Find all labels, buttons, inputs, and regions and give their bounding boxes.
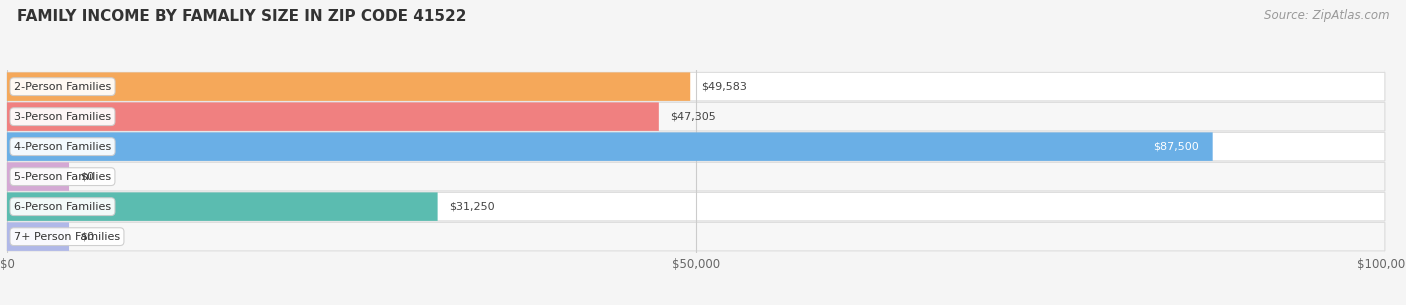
- FancyBboxPatch shape: [7, 162, 69, 191]
- FancyBboxPatch shape: [7, 222, 69, 251]
- FancyBboxPatch shape: [7, 192, 437, 221]
- FancyBboxPatch shape: [7, 102, 659, 131]
- Text: $0: $0: [80, 232, 94, 242]
- Text: FAMILY INCOME BY FAMALIY SIZE IN ZIP CODE 41522: FAMILY INCOME BY FAMALIY SIZE IN ZIP COD…: [17, 9, 467, 24]
- Text: $87,500: $87,500: [1153, 142, 1199, 152]
- Text: $49,583: $49,583: [702, 82, 747, 92]
- Text: 7+ Person Families: 7+ Person Families: [14, 232, 120, 242]
- Text: $47,305: $47,305: [669, 112, 716, 122]
- FancyBboxPatch shape: [7, 162, 1385, 191]
- Text: 5-Person Families: 5-Person Families: [14, 172, 111, 182]
- Text: 2-Person Families: 2-Person Families: [14, 82, 111, 92]
- Text: 6-Person Families: 6-Person Families: [14, 202, 111, 212]
- FancyBboxPatch shape: [7, 102, 1385, 131]
- FancyBboxPatch shape: [7, 72, 1385, 101]
- Text: $31,250: $31,250: [449, 202, 495, 212]
- Text: Source: ZipAtlas.com: Source: ZipAtlas.com: [1264, 9, 1389, 22]
- Text: 3-Person Families: 3-Person Families: [14, 112, 111, 122]
- Text: $0: $0: [80, 172, 94, 182]
- FancyBboxPatch shape: [7, 132, 1213, 161]
- FancyBboxPatch shape: [7, 72, 690, 101]
- FancyBboxPatch shape: [7, 132, 1385, 161]
- FancyBboxPatch shape: [7, 222, 1385, 251]
- FancyBboxPatch shape: [7, 192, 1385, 221]
- Text: 4-Person Families: 4-Person Families: [14, 142, 111, 152]
